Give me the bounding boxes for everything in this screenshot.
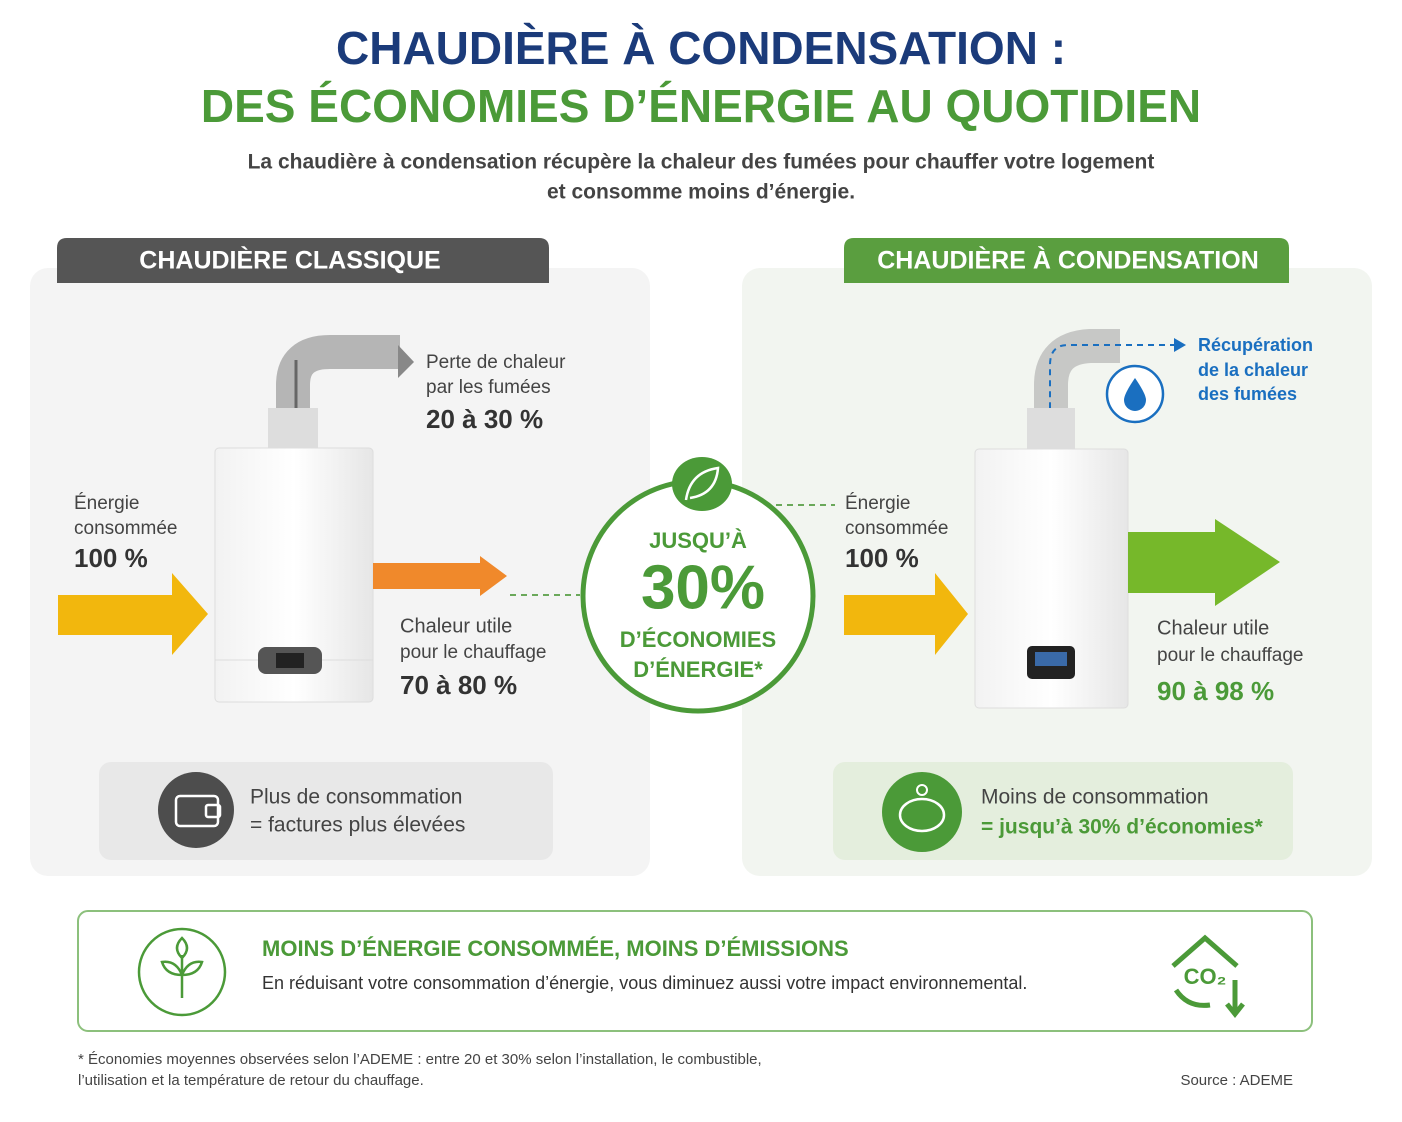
- badge-value: 30%: [641, 553, 765, 622]
- boiler-display: [1035, 652, 1067, 666]
- recovery-label: de la chaleur: [1198, 360, 1308, 380]
- badge-text: JUSQU’À: [649, 528, 747, 553]
- recovery-arrow: [1049, 344, 1176, 438]
- leaf-icon: [684, 466, 720, 501]
- arrow-input: [844, 573, 968, 655]
- arrow-output: [373, 556, 507, 596]
- panel-title: CHAUDIÈRE À CONDENSATION: [877, 246, 1259, 275]
- banner-title: MOINS D’ÉNERGIE CONSOMMÉE, MOINS D’ÉMISS…: [262, 936, 849, 961]
- badge-text: D’ÉCONOMIES: [620, 627, 776, 652]
- input-label: consommée: [74, 518, 178, 539]
- leaf-icon: [672, 457, 732, 511]
- input-label: Énergie: [74, 493, 140, 514]
- plant-icon: [160, 936, 204, 998]
- panel-tab: [844, 238, 1289, 283]
- arrow-output: [1128, 519, 1280, 606]
- footer-text: = jusqu’à 30% d’économies*: [981, 816, 1264, 839]
- output-label: pour le chauffage: [400, 642, 547, 663]
- recovery-label: Récupération: [1198, 335, 1313, 355]
- loss-value: 20 à 30 %: [426, 404, 543, 434]
- boiler-display: [276, 653, 304, 668]
- wallet-icon: [204, 803, 222, 819]
- drop-icon: [1124, 378, 1146, 411]
- chimney: [1027, 408, 1075, 449]
- panel-title: CHAUDIÈRE CLASSIQUE: [139, 246, 440, 275]
- flue: [276, 335, 400, 410]
- badge-text: D’ÉNERGIE*: [633, 657, 763, 682]
- footnote: l’utilisation et la température de retou…: [78, 1072, 424, 1089]
- flue: [1034, 329, 1120, 410]
- piggy-icon: [898, 797, 946, 833]
- input-value: 100 %: [845, 543, 919, 573]
- subtitle: et consomme moins d’énergie.: [547, 181, 855, 204]
- wallet-icon: [158, 772, 234, 848]
- loss-label: Perte de chaleur: [426, 352, 566, 373]
- footer-text: Plus de consommation: [250, 786, 462, 809]
- plant-icon: [137, 927, 227, 1017]
- panel-tab: [57, 238, 549, 283]
- input-label: Énergie: [845, 493, 911, 514]
- piggy-icon: [916, 784, 928, 796]
- input-label: consommée: [845, 518, 949, 539]
- co2-icon: [1171, 934, 1245, 1019]
- input-value: 100 %: [74, 543, 148, 573]
- piggy-icon: [882, 772, 962, 852]
- recovery-label: des fumées: [1198, 384, 1297, 404]
- output-label: Chaleur utile: [400, 615, 512, 637]
- loss-label: par les fumées: [426, 377, 551, 398]
- recovery-arrow: [1174, 338, 1186, 352]
- footnote: * Économies moyennes observées selon l’A…: [78, 1051, 762, 1068]
- arrow-input: [58, 573, 208, 655]
- footer-text: = factures plus élevées: [250, 814, 465, 837]
- source: Source : ADEME: [1180, 1072, 1293, 1089]
- banner: [77, 910, 1313, 1032]
- output-value: 90 à 98 %: [1157, 676, 1274, 706]
- banner-text: En réduisant votre consommation d’énergi…: [262, 973, 1027, 993]
- title: CHAUDIÈRE À CONDENSATION :: [336, 22, 1066, 74]
- chimney: [268, 408, 318, 448]
- co2-label: CO₂: [1184, 964, 1227, 989]
- wallet-icon: [174, 794, 220, 828]
- subtitle: La chaudière à condensation récupère la …: [248, 151, 1155, 174]
- output-label: Chaleur utile: [1157, 617, 1269, 639]
- title: DES ÉCONOMIES D’ÉNERGIE AU QUOTIDIEN: [201, 80, 1201, 132]
- output-label: pour le chauffage: [1157, 645, 1304, 666]
- arrow: [398, 345, 414, 378]
- footer-text: Moins de consommation: [981, 786, 1209, 809]
- output-value: 70 à 80 %: [400, 670, 517, 700]
